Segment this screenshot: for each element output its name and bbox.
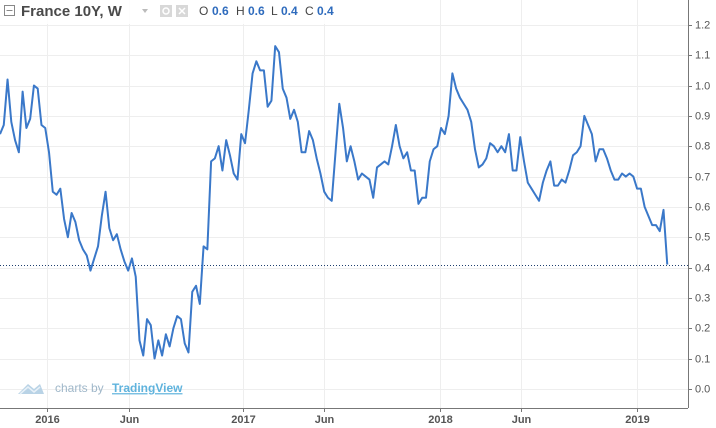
- symbol-title: France 10Y, W: [21, 3, 123, 20]
- y-tick-label: 0.5: [695, 231, 710, 243]
- x-tick-label: 2018: [428, 414, 452, 426]
- y-tick-label: 0.4: [695, 262, 710, 274]
- y-tick-label: 1.2: [695, 19, 710, 31]
- dropdown-arrow[interactable]: [142, 9, 148, 13]
- low-key: L: [271, 4, 278, 18]
- y-tick-label: 0.0: [695, 383, 710, 395]
- x-tick-label: 2017: [231, 414, 255, 426]
- low-value: 0.4: [281, 4, 298, 18]
- y-tick-label: 0.8: [695, 140, 710, 152]
- y-tick-label: 0.2: [695, 322, 710, 334]
- legend-header: France 10Y, W O 0.6 H 0.6 L 0.4 C 0.4: [0, 0, 350, 24]
- brand-logo-line: [19, 386, 41, 395]
- close-value: 0.4: [317, 4, 334, 18]
- y-tick-label: 0.1: [695, 353, 710, 365]
- x-tick-label: 2019: [625, 414, 649, 426]
- y-tick-label: 0.9: [695, 110, 710, 122]
- y-tick-label: 1.0: [695, 80, 710, 92]
- open-value: 0.6: [212, 4, 229, 18]
- collapse-icon[interactable]: [4, 5, 15, 16]
- price-line: [0, 45, 669, 360]
- high-value: 0.6: [248, 4, 265, 18]
- y-tick-label: 0.7: [695, 171, 710, 183]
- x-tick-label: Jun: [512, 414, 532, 426]
- x-tick-label: Jun: [315, 414, 335, 426]
- header-background: [0, 0, 350, 24]
- y-tick-label: 0.6: [695, 201, 710, 213]
- high-key: H: [236, 4, 245, 18]
- y-tick-label: 0.3: [695, 292, 710, 304]
- y-tick-label: 1.1: [695, 49, 710, 61]
- branding: charts by TradingView: [18, 381, 183, 395]
- settings-icon-glyph: [162, 7, 170, 15]
- settings-icon[interactable]: [160, 5, 172, 17]
- x-tick-label: 2016: [35, 414, 59, 426]
- close-icon-glyph: [178, 7, 186, 15]
- brand-prefix: charts by: [55, 381, 104, 395]
- x-tick-label: Jun: [120, 414, 140, 426]
- brand-link[interactable]: TradingView: [112, 381, 183, 395]
- plot-area: [0, 0, 688, 408]
- close-key: C: [305, 4, 314, 18]
- open-key: O: [199, 4, 208, 18]
